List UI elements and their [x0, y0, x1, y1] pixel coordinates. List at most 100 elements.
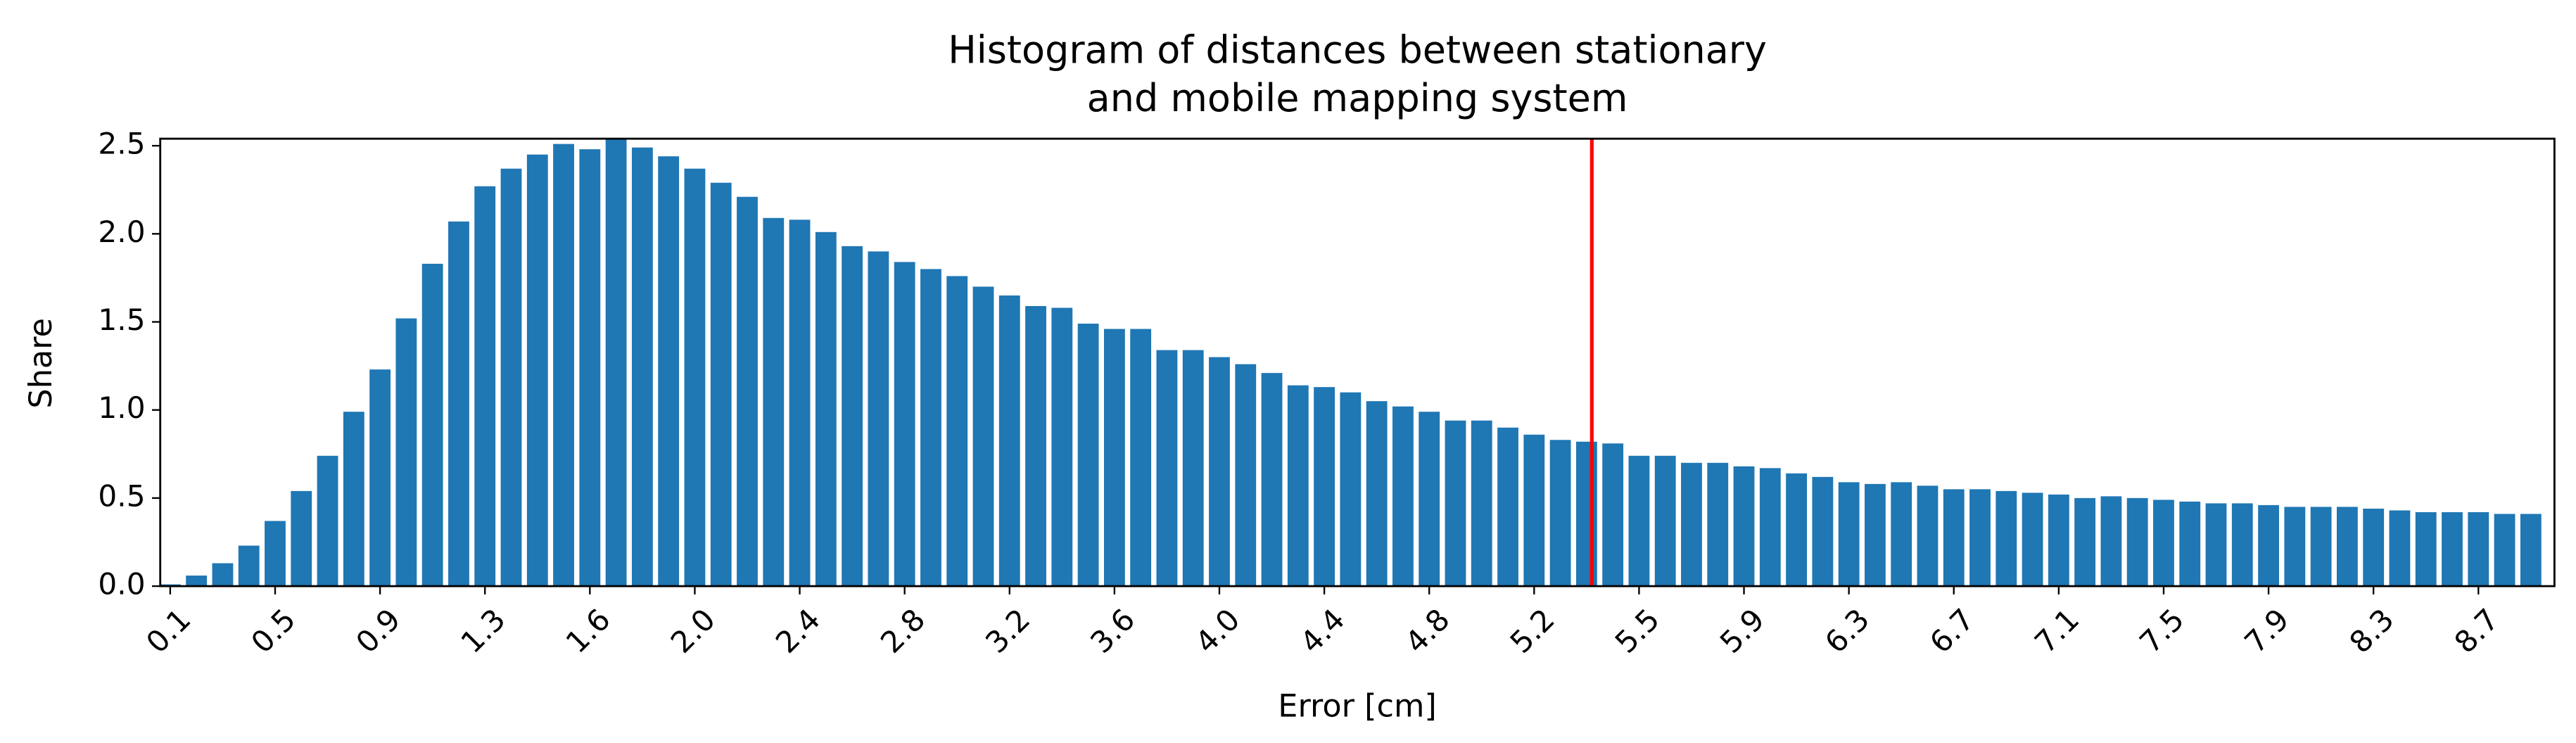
- x-tick-label: 4.4: [1293, 602, 1351, 660]
- bar: [2205, 503, 2227, 587]
- bar: [920, 269, 941, 587]
- bar: [789, 220, 811, 587]
- x-tick-label: 0.1: [139, 602, 197, 660]
- x-tick-label: 4.8: [1399, 602, 1457, 660]
- x-tick-label: 0.5: [244, 602, 302, 660]
- x-tick-label: 2.0: [664, 602, 722, 660]
- bar: [1340, 392, 1362, 587]
- bar: [2310, 507, 2332, 587]
- bar: [2520, 514, 2542, 587]
- bar: [710, 182, 732, 587]
- bar: [2074, 497, 2096, 587]
- chart-title: Histogram of distances between stationar…: [948, 28, 1767, 72]
- bar: [868, 251, 889, 587]
- bar: [1838, 482, 1860, 587]
- bar: [1575, 441, 1597, 587]
- bar: [1314, 387, 1335, 587]
- plot-frame: [159, 137, 2556, 588]
- bar: [1917, 485, 1939, 587]
- bar: [212, 563, 234, 587]
- bar: [1025, 305, 1046, 587]
- bar: [1077, 324, 1099, 587]
- bar: [1759, 468, 1781, 587]
- x-tick-label: 7.5: [2133, 602, 2190, 660]
- bar: [1366, 401, 1388, 587]
- bar: [474, 186, 496, 587]
- bar: [1445, 420, 1466, 587]
- x-tick-label: 8.3: [2343, 602, 2401, 660]
- bar: [946, 276, 968, 587]
- bar: [842, 246, 863, 587]
- bar: [998, 295, 1020, 587]
- bar: [1261, 373, 1283, 587]
- bar: [421, 263, 443, 587]
- bar: [1891, 482, 1912, 587]
- x-tick-label: 8.7: [2448, 602, 2506, 660]
- x-tick-label: 4.0: [1188, 602, 1246, 660]
- x-tick-label: 5.2: [1504, 602, 1561, 660]
- bar: [1156, 350, 1178, 587]
- bar: [658, 156, 680, 587]
- x-tick-label: 6.3: [1818, 602, 1876, 660]
- bar: [1497, 427, 1518, 587]
- bar: [737, 196, 758, 587]
- bar: [1103, 329, 1125, 587]
- bar: [1130, 329, 1152, 587]
- bar: [1051, 307, 1073, 587]
- bar: [395, 318, 417, 587]
- bar: [2442, 512, 2463, 587]
- bar: [1996, 490, 2017, 587]
- x-tick-label: 1.6: [559, 602, 617, 660]
- bar: [291, 490, 312, 587]
- bar: [631, 147, 653, 587]
- bar: [1209, 357, 1230, 587]
- x-tick-label: 1.3: [455, 602, 512, 660]
- x-tick-label: 3.2: [979, 602, 1036, 660]
- bar: [1865, 483, 1886, 587]
- y-tick-label: 0.0: [98, 567, 145, 602]
- x-tick-label: 6.7: [1923, 602, 1981, 660]
- bar: [1654, 455, 1676, 587]
- bar: [579, 149, 601, 587]
- chart-title: and mobile mapping system: [1087, 76, 1628, 120]
- bar: [1786, 473, 1807, 587]
- bar: [500, 168, 522, 587]
- bar: [2258, 504, 2279, 587]
- bar: [343, 412, 364, 587]
- bar: [369, 369, 391, 587]
- bar: [2126, 497, 2148, 587]
- bar: [1549, 440, 1571, 587]
- x-tick-label: 2.8: [874, 602, 932, 660]
- x-tick-label: 5.9: [1713, 602, 1771, 660]
- bar: [448, 221, 469, 587]
- y-tick-label: 1.5: [98, 303, 145, 337]
- bar: [2389, 510, 2411, 587]
- bar: [1235, 364, 1257, 587]
- x-tick-label: 5.5: [1609, 602, 1666, 660]
- bar: [2179, 501, 2201, 587]
- y-axis-label: Share: [23, 318, 59, 409]
- bar: [2494, 514, 2515, 587]
- bar: [2415, 512, 2437, 587]
- bar: [1392, 406, 1414, 587]
- x-tick-label: 7.9: [2238, 602, 2295, 660]
- bar: [1628, 455, 1650, 587]
- x-tick-label: 7.1: [2028, 602, 2086, 660]
- bar: [1419, 412, 1440, 587]
- bar: [1733, 466, 1755, 587]
- bar: [1969, 489, 1991, 587]
- bar: [1471, 420, 1492, 587]
- bar: [317, 455, 338, 587]
- x-tick-label: 3.6: [1084, 602, 1141, 660]
- bar: [2231, 503, 2253, 587]
- bar: [2468, 512, 2489, 587]
- bar: [1523, 434, 1545, 587]
- x-tick-label: 2.4: [769, 602, 827, 660]
- bar: [763, 217, 785, 587]
- bar: [186, 576, 208, 587]
- bar: [1707, 462, 1729, 587]
- y-tick-label: 2.0: [98, 215, 145, 249]
- bar: [1812, 476, 1834, 587]
- bar: [894, 262, 915, 587]
- y-tick-label: 2.5: [98, 127, 145, 161]
